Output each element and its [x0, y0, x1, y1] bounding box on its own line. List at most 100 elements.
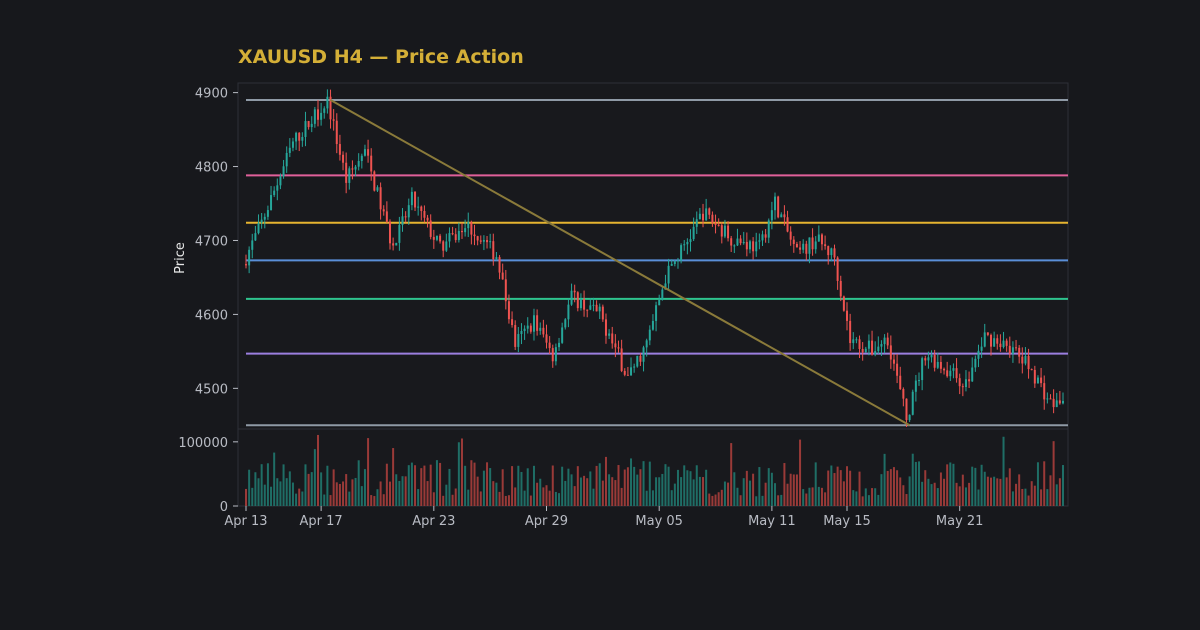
- candle-body: [439, 235, 442, 242]
- candle-body: [968, 379, 971, 382]
- candle-body: [432, 236, 435, 240]
- volume-bar: [930, 484, 933, 506]
- candle-body: [245, 264, 247, 266]
- volume-bar: [1033, 485, 1036, 506]
- candle-body: [348, 168, 351, 183]
- candle-body: [824, 244, 827, 247]
- candle-body: [1030, 369, 1033, 371]
- candle-body: [307, 121, 310, 128]
- volume-bar: [307, 473, 310, 506]
- volume-bar: [630, 458, 633, 506]
- candle-body: [313, 109, 316, 124]
- candle-body: [382, 209, 385, 212]
- volume-bar: [777, 495, 780, 506]
- volume-bar: [727, 482, 730, 506]
- volume-bar: [1021, 488, 1024, 506]
- volume-bar: [270, 486, 273, 506]
- candle-body: [398, 224, 401, 243]
- candle-body: [608, 333, 611, 336]
- candle-body: [636, 355, 639, 367]
- volume-bar: [501, 469, 504, 506]
- candle-body: [886, 337, 889, 346]
- volume-bar: [983, 471, 986, 506]
- candle-body: [345, 162, 348, 183]
- candle-body: [764, 234, 767, 238]
- volume-bar: [482, 470, 485, 506]
- volume-bar: [686, 470, 689, 506]
- candle-body: [789, 231, 792, 240]
- candle-body: [952, 368, 955, 371]
- candle-body: [727, 225, 730, 239]
- volume-bar: [1015, 483, 1018, 506]
- candle-body: [811, 237, 814, 250]
- candle-body: [504, 279, 507, 302]
- volume-bars: [245, 434, 1064, 506]
- volume-bar: [388, 481, 391, 506]
- volume-bar: [604, 456, 607, 506]
- volume-bar: [792, 474, 795, 506]
- candle-body: [655, 305, 658, 321]
- candle-body: [576, 292, 579, 309]
- y-tick-label: 4900: [195, 87, 228, 102]
- volume-bar: [692, 479, 695, 506]
- volume-bar: [1030, 481, 1033, 506]
- candle-body: [702, 213, 705, 221]
- volume-bar: [542, 487, 545, 506]
- candle-body: [304, 121, 307, 137]
- candle-body: [858, 339, 861, 350]
- candle-body: [667, 265, 670, 284]
- candle-body: [1049, 398, 1052, 400]
- candle-body: [573, 290, 576, 293]
- candle-body: [370, 155, 373, 172]
- volume-bar: [921, 481, 924, 506]
- volume-bar: [282, 464, 285, 506]
- volume-bar: [626, 467, 629, 506]
- volume-bar: [567, 468, 570, 506]
- candle-body: [567, 304, 570, 320]
- candle-body: [320, 112, 323, 120]
- candle-body: [598, 306, 601, 312]
- candle-body: [755, 241, 758, 252]
- volume-bar: [952, 463, 955, 506]
- candle-body: [448, 233, 451, 242]
- volume-bar: [285, 478, 288, 506]
- volume-bar: [867, 495, 870, 506]
- candle-body: [639, 355, 642, 362]
- volume-bar: [886, 470, 889, 506]
- volume-bar: [564, 480, 567, 506]
- candle-body: [780, 214, 783, 218]
- candle-body: [464, 228, 467, 233]
- volume-bar: [830, 465, 833, 506]
- candle-body: [301, 136, 304, 141]
- candle-body: [251, 240, 254, 250]
- volume-bar: [842, 481, 845, 506]
- candle-body: [786, 217, 789, 232]
- volume-bar: [805, 493, 808, 506]
- candle-body: [939, 361, 942, 369]
- volume-bar: [376, 489, 379, 506]
- candle-body: [770, 210, 773, 221]
- volume-bar: [683, 465, 686, 506]
- candle-body: [354, 166, 357, 170]
- candle-body: [295, 132, 298, 142]
- volume-bar: [583, 475, 586, 506]
- candle-body: [918, 380, 921, 382]
- volume-bar: [748, 480, 751, 506]
- volume-bar: [774, 483, 777, 506]
- candle-body: [1008, 345, 1011, 354]
- candle-body: [908, 414, 911, 421]
- volume-bar: [676, 469, 679, 506]
- volume-bar: [717, 492, 720, 506]
- volume-bar: [536, 482, 539, 506]
- volume-bar: [263, 484, 266, 506]
- candle-body: [570, 290, 573, 305]
- candle-body: [379, 187, 382, 210]
- volume-bar: [439, 462, 442, 506]
- candle-body: [486, 240, 489, 243]
- candle-body: [589, 305, 592, 310]
- candle-body: [990, 334, 993, 347]
- candle-body: [899, 375, 902, 390]
- candle-body: [736, 238, 739, 246]
- price-axis: 4500 4600 4700 4800 4900: [195, 87, 238, 397]
- candle-body: [517, 334, 520, 347]
